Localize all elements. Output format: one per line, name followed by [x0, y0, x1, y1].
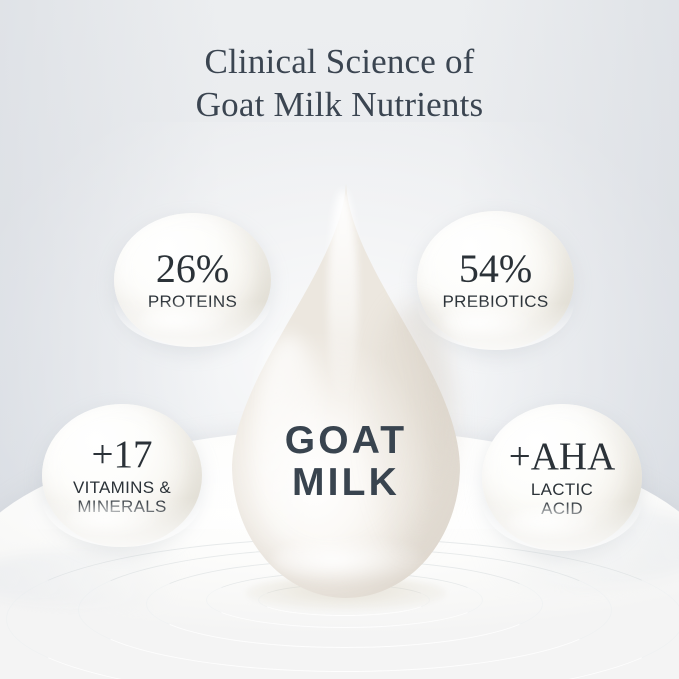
bubble-proteins-caption: PROTEINS: [148, 292, 237, 311]
bubble-aha-stat: +AHA: [508, 434, 616, 478]
bubble-vitamins-caption: VITAMINS & MINERALS: [73, 478, 171, 516]
milk-droplet: GOAT MILK: [232, 184, 460, 598]
bubble-proteins-stat: 26%: [155, 245, 230, 291]
bubble-vitamins-caption-line-2: MINERALS: [77, 497, 167, 516]
bubble-vitamins-minerals: +17 VITAMINS & MINERALS: [42, 404, 202, 547]
page-title: Clinical Science of Goat Milk Nutrients: [0, 40, 679, 126]
bubble-aha-caption-line-1: LACTIC: [530, 479, 594, 499]
droplet-label-line-2: MILK: [291, 461, 401, 504]
droplet-label-line-1: GOAT: [284, 419, 408, 462]
bubble-aha-caption-line-2: ACID: [541, 499, 583, 518]
bubble-aha-lactic-acid: +AHA LACTIC ACID: [482, 404, 642, 551]
droplet-label: GOAT MILK: [232, 420, 460, 504]
bubble-prebiotics-caption: PREBIOTICS: [443, 292, 549, 311]
bubble-prebiotics-stat: 54%: [458, 246, 533, 292]
droplet-body: [232, 184, 460, 598]
bubble-aha-caption: LACTIC ACID: [531, 480, 593, 518]
bubble-vitamins-stat: +17: [91, 432, 153, 476]
page-title-line-1: Clinical Science of: [204, 42, 475, 81]
page-title-line-2: Goat Milk Nutrients: [195, 85, 484, 124]
bubble-proteins: 26% PROTEINS: [114, 213, 271, 347]
bubble-prebiotics-caption-line-1: PREBIOTICS: [442, 292, 549, 312]
bubble-vitamins-caption-line-1: VITAMINS &: [72, 477, 172, 497]
bubble-proteins-caption-line-1: PROTEINS: [147, 291, 238, 311]
